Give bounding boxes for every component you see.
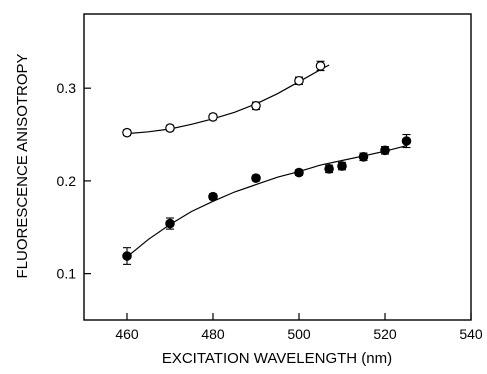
- x-tick-label: 520: [373, 326, 397, 342]
- fit-curve-2: [126, 145, 407, 258]
- open-data-point: [165, 123, 175, 133]
- filled-data-point: [251, 173, 261, 183]
- filled-data-point: [337, 161, 347, 171]
- x-tick-label: 460: [115, 326, 139, 342]
- open-data-point: [294, 75, 304, 86]
- open-data-point: [208, 112, 218, 122]
- x-tick-label: 500: [287, 326, 311, 342]
- filled-data-point: [208, 191, 218, 202]
- y-tick-label: 0.1: [57, 266, 77, 282]
- x-tick-label: 480: [201, 326, 225, 342]
- filled-data-point: [358, 152, 369, 162]
- x-axis-label: EXCITATION WAVELENGTH (nm): [162, 350, 392, 367]
- data-points: [122, 60, 412, 265]
- open-data-point: [315, 61, 326, 71]
- filled-data-point: [401, 136, 412, 146]
- open-data-point: [251, 101, 261, 111]
- fit-curve-1: [126, 64, 330, 135]
- y-axis-label: FLUORESCENCE ANISOTROPY: [14, 53, 31, 278]
- filled-data-point: [380, 145, 390, 156]
- open-data-point: [122, 127, 132, 138]
- filled-data-point: [122, 251, 132, 261]
- axis-ticks: 460 480 500 520 540 0.1 0.2 0.3: [57, 80, 483, 342]
- filled-data-point: [294, 167, 304, 178]
- x-tick-label: 540: [459, 326, 483, 342]
- filled-data-point: [324, 164, 334, 174]
- filled-data-point: [165, 218, 175, 229]
- plot-frame: [83, 13, 472, 321]
- y-tick-label: 0.3: [57, 80, 77, 96]
- y-tick-label: 0.2: [57, 173, 77, 189]
